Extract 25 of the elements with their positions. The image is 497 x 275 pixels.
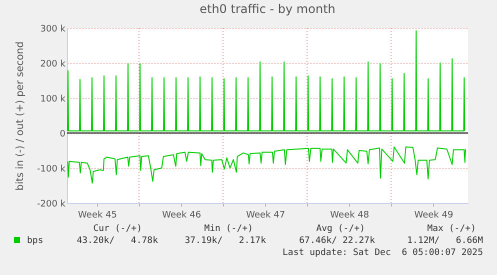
x-tick-label: Week 47 [246, 210, 286, 220]
y-tick-label: 100 k [40, 94, 66, 104]
text: Cur (-/+) [93, 224, 142, 234]
legend-label: bps [27, 236, 44, 246]
text: Avg (-/+) [316, 224, 365, 234]
chart-title: eth0 traffic - by month [200, 2, 336, 16]
line-series [67, 146, 466, 184]
y-tick-label: 200 k [40, 60, 66, 70]
x-tick-label: Week 45 [78, 210, 118, 220]
line-series [67, 30, 466, 132]
text: 1.12M/ 6.66M [407, 236, 484, 246]
x-tick-label: Week 49 [414, 210, 454, 220]
text: Max (-/+) [427, 224, 476, 234]
y-tick-label: -100 k [37, 164, 66, 174]
x-tick-label: Week 48 [330, 210, 370, 220]
text: Last update: Sat Dec 6 05:00:07 2025 [282, 248, 483, 258]
text: 43.20k/ 4.78k [76, 236, 159, 246]
y-tick-label: 0 [60, 130, 66, 140]
y-tick-label: -200 k [37, 200, 66, 210]
x-tick-label: Week 46 [162, 210, 202, 220]
text: 37.19k/ 2.17k [184, 236, 267, 246]
y-axis-title: bits in (-) / out (+) per second [15, 41, 26, 191]
text: 67.46k/ 22.27k [299, 236, 376, 246]
text: Min (-/+) [204, 224, 253, 234]
y-tick-label: 300 k [40, 24, 66, 34]
